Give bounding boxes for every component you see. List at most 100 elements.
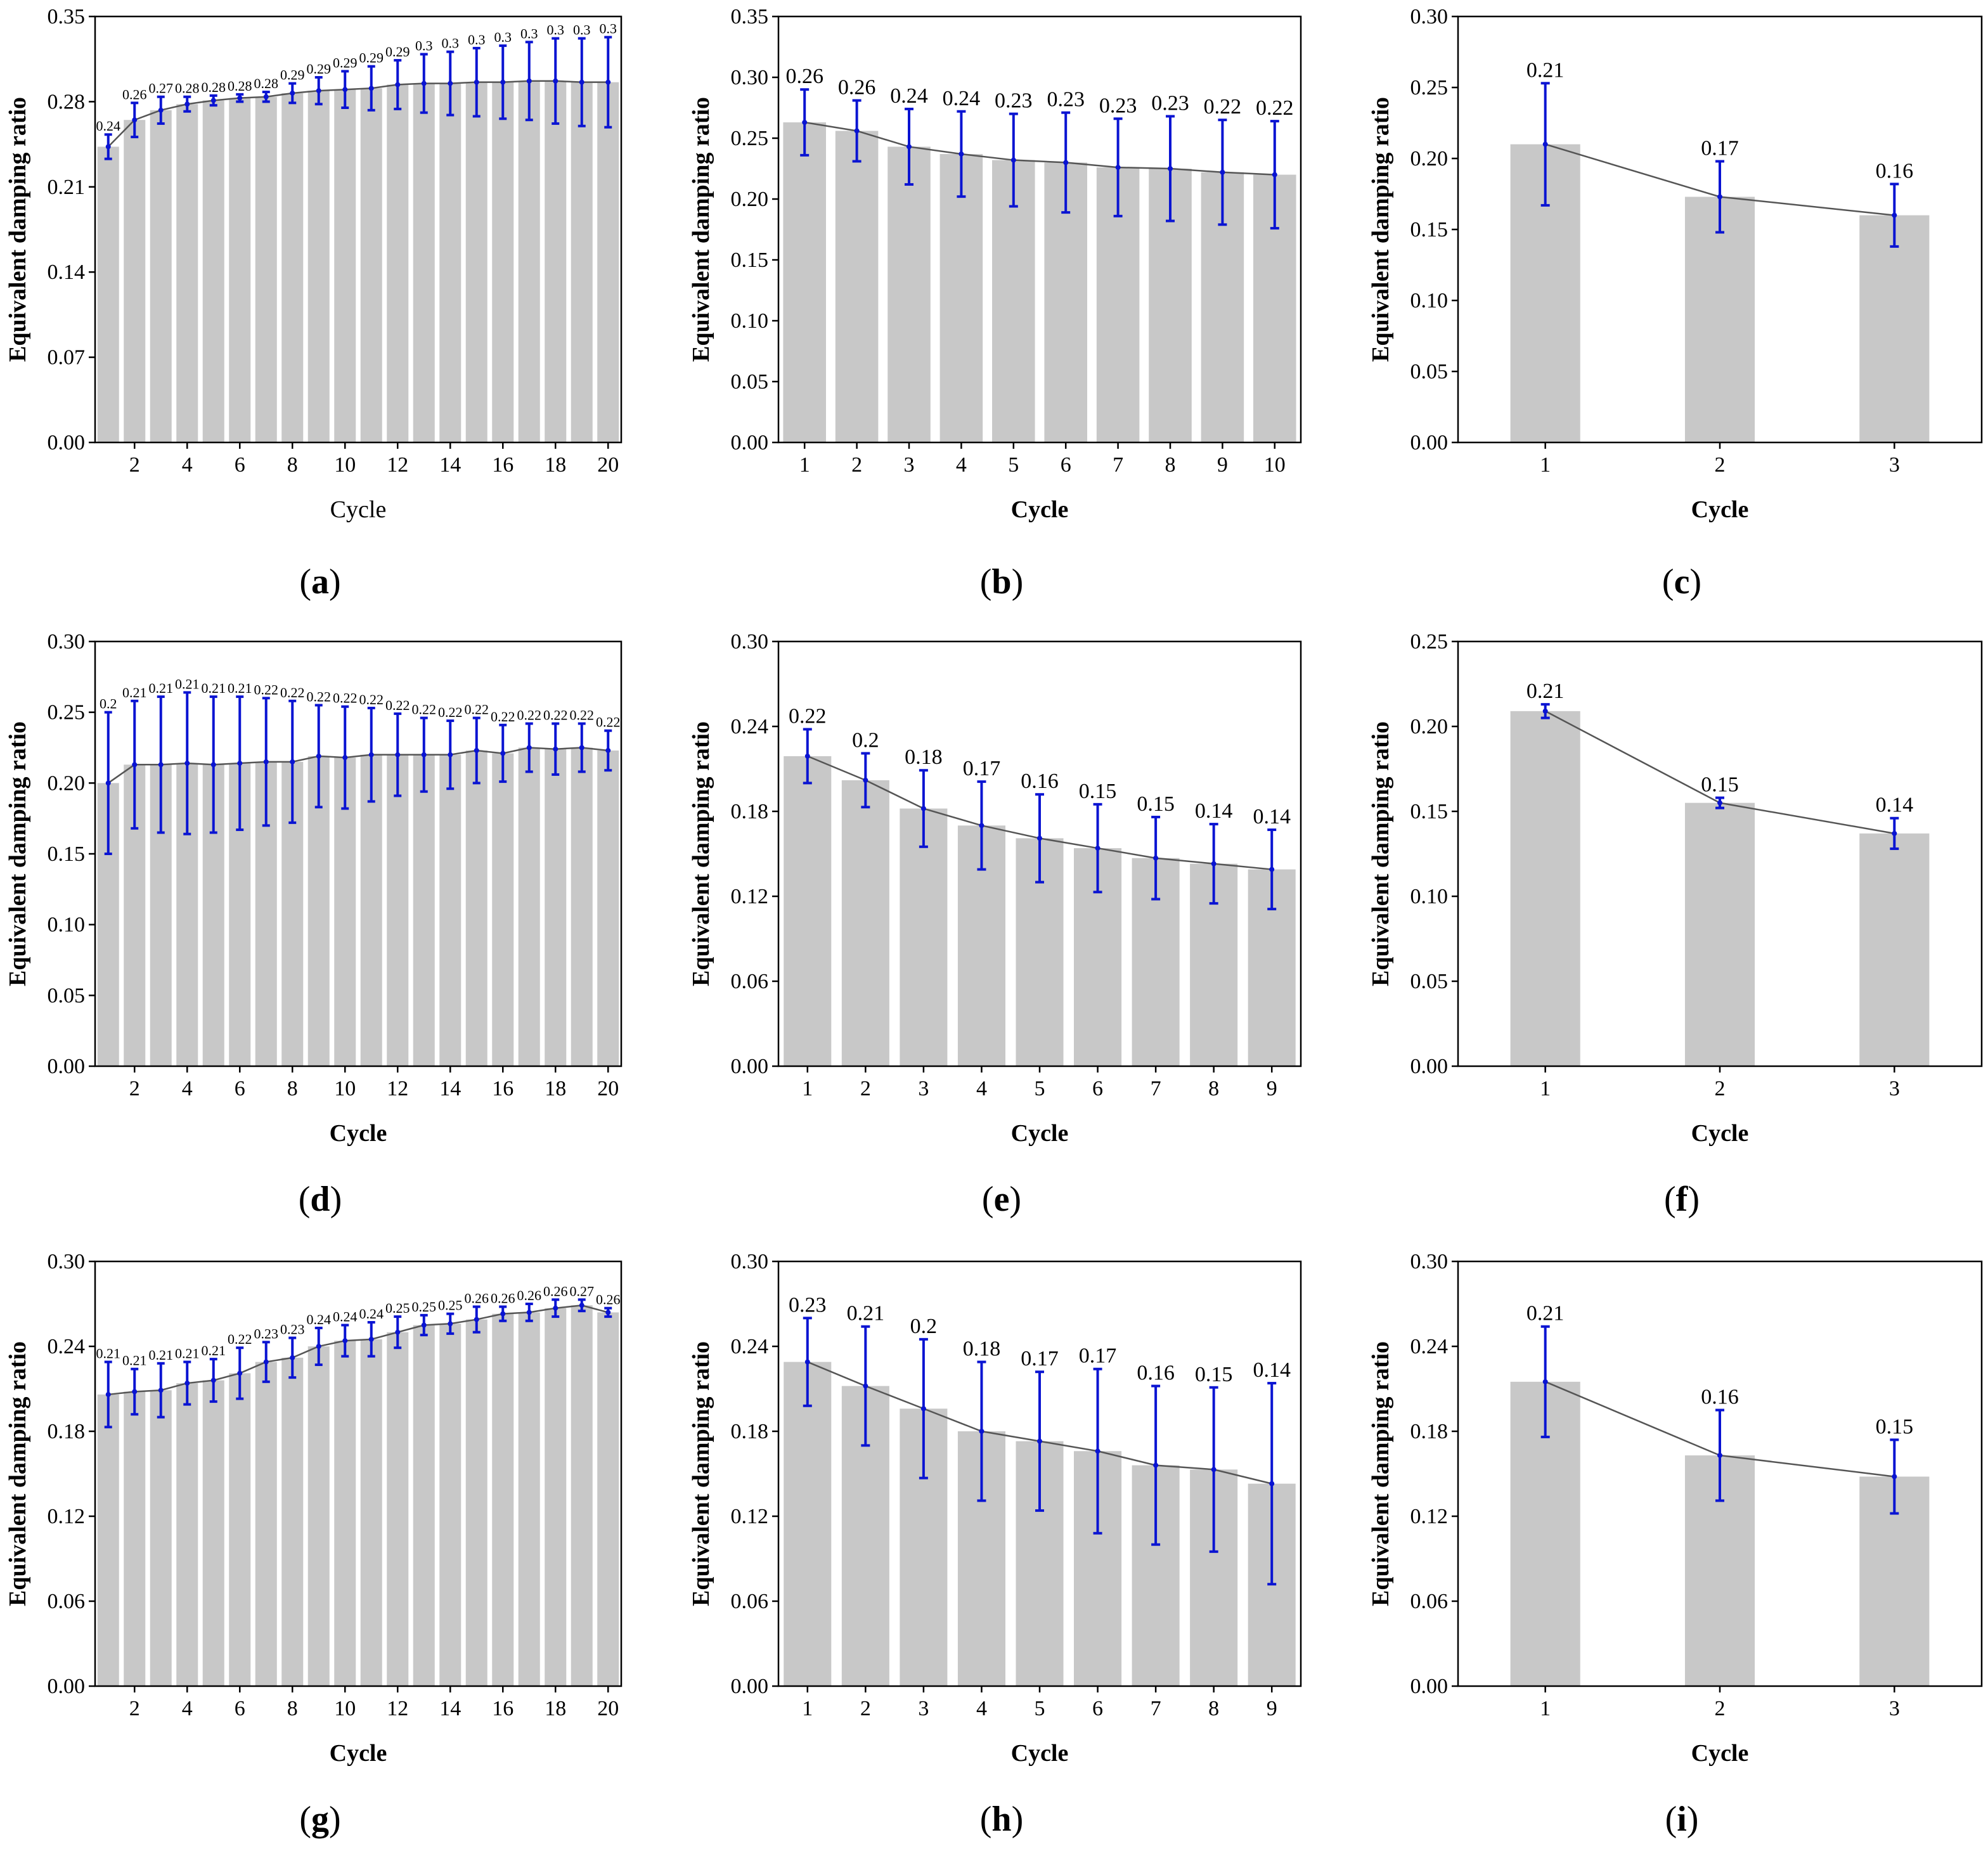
y-tick-label: 0.10: [1410, 885, 1449, 908]
data-label: 0.26: [517, 1287, 542, 1303]
mean-point: [290, 1355, 295, 1360]
panel-letter: h: [991, 1800, 1011, 1839]
mean-point: [474, 79, 479, 85]
bar: [387, 754, 409, 1066]
bar: [835, 131, 879, 443]
data-label: 0.15: [1701, 773, 1739, 797]
bar: [387, 84, 409, 442]
data-label: 0.25: [385, 1300, 410, 1316]
bar: [439, 83, 462, 443]
bar: [150, 110, 172, 443]
bar: [841, 780, 889, 1066]
mean-point: [105, 1391, 111, 1397]
mean-point: [1272, 172, 1277, 177]
x-axis-title: Cycle: [1011, 496, 1069, 523]
mean-point: [158, 762, 164, 768]
mean-point: [1037, 1438, 1042, 1444]
mean-point: [395, 752, 401, 757]
x-tick-label: 4: [182, 1077, 193, 1100]
mean-point: [526, 1310, 532, 1315]
mean-point: [184, 1381, 190, 1386]
y-tick-label: 0.05: [1410, 970, 1449, 993]
x-tick-label: 6: [1092, 1077, 1103, 1100]
x-tick-label: 8: [1165, 453, 1176, 477]
x-tick-label: 1: [1540, 1697, 1551, 1720]
x-tick-label: 8: [287, 453, 298, 477]
mean-point: [368, 752, 374, 757]
data-label: 0.24: [359, 1306, 384, 1322]
data-label: 0.24: [333, 1309, 358, 1325]
bar: [1684, 802, 1755, 1066]
panel-letter: e: [994, 1180, 1010, 1219]
data-label: 0.15: [1876, 1415, 1914, 1438]
x-tick-label: 4: [182, 453, 193, 477]
y-tick-label: 0.10: [1410, 289, 1449, 313]
y-tick-label: 0.15: [1410, 800, 1449, 823]
mean-point: [553, 78, 558, 84]
mean-point: [553, 1305, 558, 1311]
mean-point: [184, 761, 190, 766]
data-label: 0.2: [852, 728, 879, 752]
y-tick-label: 0.06: [731, 970, 769, 993]
x-tick-label: 1: [799, 453, 810, 477]
mean-point: [907, 144, 912, 150]
y-tick-label: 0.18: [731, 1420, 769, 1443]
data-label: 0.16: [1701, 1386, 1739, 1409]
mean-point: [958, 151, 964, 157]
mean-point: [132, 762, 138, 768]
data-label: 0.21: [1526, 680, 1565, 703]
bar: [439, 754, 462, 1066]
mean-point: [1095, 846, 1100, 851]
x-tick-label: 6: [1061, 453, 1071, 477]
mean-point: [1892, 1474, 1897, 1479]
data-label: 0.22: [280, 685, 305, 700]
mean-point: [1269, 867, 1275, 872]
bar: [571, 1305, 593, 1686]
bar: [465, 1319, 487, 1686]
mean-point: [421, 752, 427, 757]
x-tick-label: 4: [976, 1077, 987, 1100]
x-tick-label: 9: [1217, 453, 1228, 477]
data-label: 0.14: [1253, 805, 1291, 828]
data-label: 0.25: [412, 1299, 437, 1315]
bar: [1684, 197, 1755, 442]
mean-point: [316, 753, 321, 759]
y-tick-label: 0.00: [1410, 1055, 1449, 1078]
bar: [413, 83, 435, 443]
bar: [97, 1394, 119, 1686]
data-label: 0.23: [789, 1293, 827, 1317]
y-tick-label: 0.10: [48, 913, 86, 937]
x-tick-label: 6: [235, 1697, 245, 1720]
x-axis-title: Cycle: [1691, 1740, 1749, 1767]
data-label: 0.22: [570, 707, 595, 723]
bar: [597, 1312, 619, 1686]
data-label: 0.17: [1079, 1344, 1117, 1368]
mean-point: [421, 81, 427, 86]
data-label: 0.22: [412, 702, 437, 718]
x-tick-label: 4: [976, 1697, 987, 1720]
data-label: 0.28: [254, 75, 279, 91]
mean-point: [132, 117, 138, 123]
data-label: 0.3: [573, 22, 591, 38]
bar: [97, 146, 119, 442]
data-label: 0.29: [307, 61, 332, 77]
data-label: 0.22: [1204, 95, 1242, 119]
x-tick-label: 6: [1092, 1697, 1103, 1720]
bar: [571, 747, 593, 1066]
x-axis-title: Cycle: [1011, 1120, 1069, 1147]
bar: [492, 753, 514, 1066]
y-tick-label: 0.20: [1410, 147, 1449, 171]
mean-point: [579, 79, 584, 85]
mean-point: [1717, 800, 1722, 806]
mean-point: [158, 107, 164, 113]
y-axis-title: Equivalent damping ratio: [4, 721, 31, 986]
x-tick-label: 8: [1208, 1077, 1219, 1100]
bar: [281, 1357, 304, 1686]
data-label: 0.22: [789, 704, 827, 728]
mean-point: [474, 747, 479, 753]
panel-c: 0.21 0.17 0.16 0.00 0.05 0.10 0.15 0.20 0.25 0.30…: [1367, 5, 1983, 602]
bar: [939, 153, 983, 442]
data-label: 0.21: [175, 676, 200, 692]
y-tick-label: 0.30: [48, 630, 86, 654]
mean-point: [1542, 708, 1548, 714]
